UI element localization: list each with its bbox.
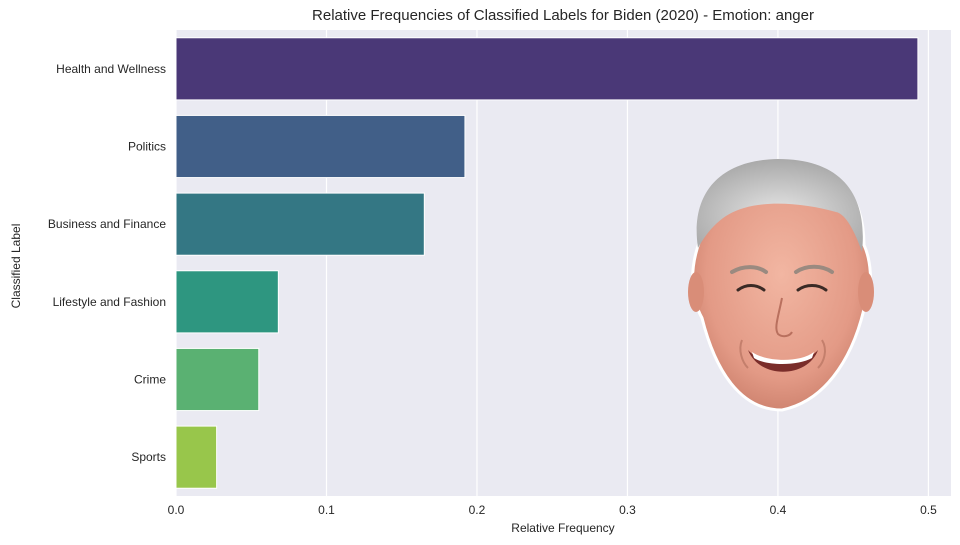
x-tick-label: 0.4 bbox=[770, 503, 787, 517]
x-tick-label: 0.1 bbox=[318, 503, 335, 517]
bars bbox=[175, 37, 919, 489]
x-tick-label: 0.2 bbox=[469, 503, 486, 517]
bar-lifestyle-and-fashion bbox=[175, 270, 279, 334]
gridlines bbox=[175, 30, 930, 496]
y-axis-title: Classified Label bbox=[9, 224, 23, 309]
x-tick-label: 0.3 bbox=[619, 503, 636, 517]
bar-politics bbox=[175, 114, 466, 179]
bar-health-and-wellness bbox=[175, 37, 919, 101]
chart-title: Relative Frequencies of Classified Label… bbox=[312, 7, 814, 24]
x-tick-labels: 0.0 0.1 0.2 0.3 0.4 0.5 bbox=[168, 503, 937, 517]
x-tick-label: 0.5 bbox=[920, 503, 937, 517]
y-tick-label: Crime bbox=[134, 373, 166, 387]
face-photo bbox=[688, 159, 874, 412]
y-tick-label: Sports bbox=[131, 450, 166, 464]
bar-business-and-finance bbox=[175, 192, 425, 256]
y-tick-labels: Health and Wellness Politics Business and … bbox=[48, 62, 166, 464]
bar-sports bbox=[175, 425, 218, 489]
y-tick-label: Lifestyle and Fashion bbox=[53, 295, 166, 309]
x-axis-title: Relative Frequency bbox=[511, 521, 614, 535]
bar-crime bbox=[175, 347, 260, 412]
y-tick-label: Business and Finance bbox=[48, 217, 166, 231]
y-tick-label: Politics bbox=[128, 140, 166, 154]
x-tick-label: 0.0 bbox=[168, 503, 185, 517]
y-tick-label: Health and Wellness bbox=[56, 62, 166, 76]
